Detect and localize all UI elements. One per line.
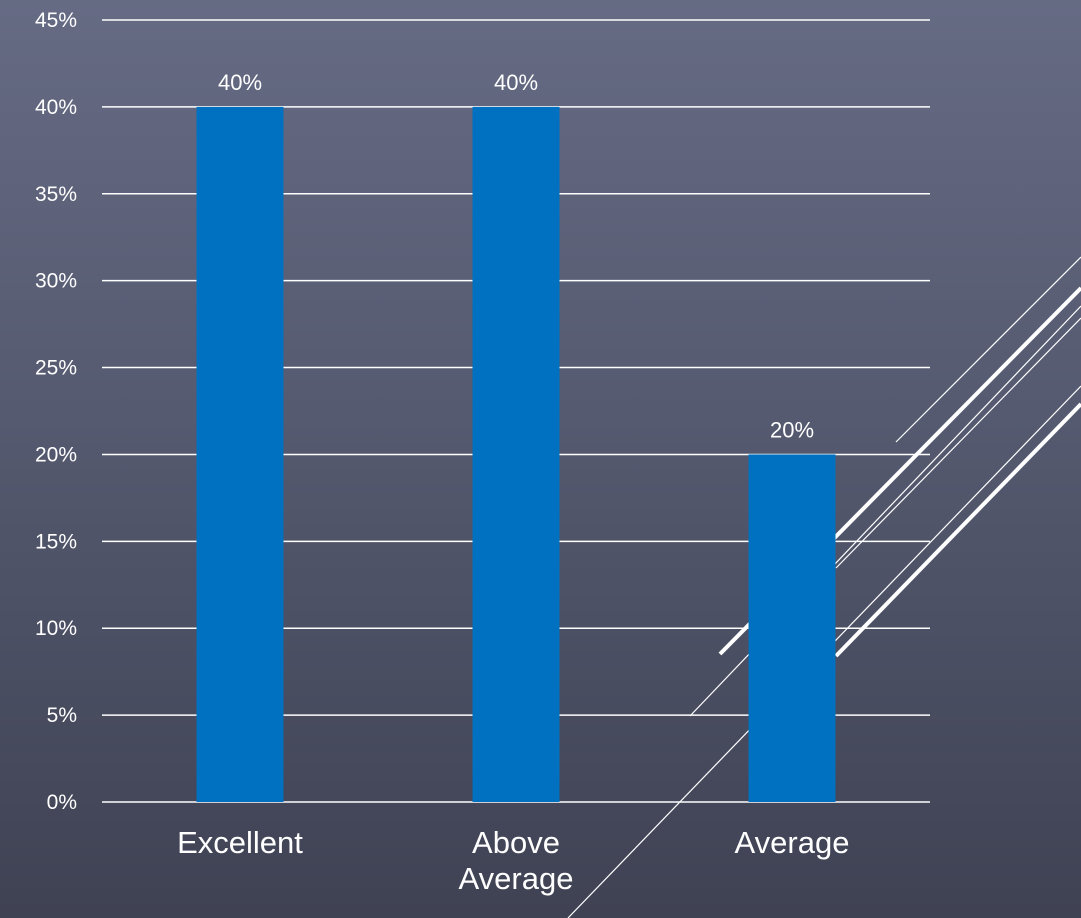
decorative-diagonal-line: [895, 256, 1081, 443]
y-tick-label: 0%: [47, 791, 77, 814]
category-label-line: Average: [459, 861, 574, 896]
bars: [196, 106, 836, 802]
category-label-line: Above: [472, 825, 560, 860]
y-tick-label: 45%: [35, 9, 77, 32]
y-tick-label: 15%: [35, 530, 77, 553]
decorative-diagonal-line: [835, 317, 1081, 569]
data-label: 40%: [218, 70, 262, 95]
category-label-line: Average: [735, 825, 850, 860]
data-label: 20%: [770, 417, 814, 442]
y-tick-label: 35%: [35, 183, 77, 206]
bar-excellent: [196, 106, 284, 802]
category-label: Above Average: [459, 825, 574, 896]
y-tick-label: 40%: [35, 96, 77, 119]
category-label: Excellent: [177, 825, 303, 860]
bar-average: [748, 454, 836, 802]
labels: 0% 5% 10% 15% 20% 25% 30% 35% 40% 45% 40% Excellent…: [35, 9, 849, 896]
bar-above-average: [472, 106, 560, 802]
y-tick-label: 25%: [35, 357, 77, 380]
data-label: 40%: [494, 70, 538, 95]
y-tick-label: 30%: [35, 270, 77, 293]
y-tick-label: 5%: [47, 704, 77, 727]
category-label-line: Excellent: [177, 825, 303, 860]
category-label: Average: [735, 825, 850, 860]
decorative-diagonal-line: [834, 402, 1081, 658]
y-tick-label: 20%: [35, 443, 77, 466]
y-tick-label: 10%: [35, 617, 77, 640]
